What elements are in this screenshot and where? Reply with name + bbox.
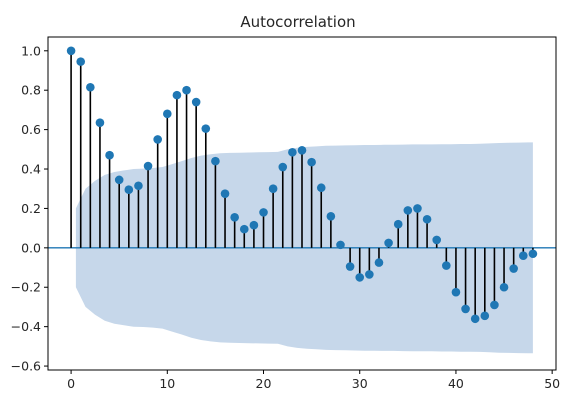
y-tick-label--0.6: −0.6	[11, 359, 41, 374]
acf-marker-lag-25	[307, 157, 316, 167]
y-tick-label--0.4: −0.4	[11, 319, 41, 334]
acf-marker-lag-19	[249, 220, 259, 230]
acf-marker-lag-35	[403, 206, 413, 215]
acf-marker-lag-4	[105, 150, 114, 160]
acf-marker-lag-30	[355, 273, 365, 282]
acf-marker-lag-17	[230, 212, 239, 222]
acf-marker-lag-11	[172, 90, 182, 100]
y-tick-label-0.4: 0.4	[21, 162, 41, 177]
acf-marker-lag-29	[345, 262, 355, 271]
acf-marker-lag-44	[490, 300, 499, 310]
acf-marker-lag-46	[509, 264, 518, 273]
acf-marker-lag-28	[336, 240, 345, 250]
x-tick-label-10: 10	[159, 376, 175, 391]
markers-layer	[66, 46, 538, 324]
acf-marker-lag-3	[95, 118, 105, 128]
acf-marker-lag-20	[259, 208, 268, 217]
stems-layer	[70, 50, 534, 319]
acf-marker-lag-14	[201, 124, 211, 133]
acf-marker-lag-18	[239, 224, 249, 234]
acf-marker-lag-31	[365, 270, 374, 279]
acf-marker-lag-2	[86, 82, 95, 92]
x-tick-label-30: 30	[352, 376, 368, 391]
acf-marker-lag-47	[518, 251, 528, 261]
acf-marker-lag-33	[384, 238, 393, 248]
acf-marker-lag-7	[134, 181, 143, 191]
acf-marker-lag-23	[288, 147, 297, 157]
acf-marker-lag-32	[374, 258, 384, 267]
acf-marker-lag-38	[432, 235, 441, 245]
acf-marker-lag-27	[326, 212, 336, 221]
y-tick-label-0.2: 0.2	[21, 201, 41, 216]
y-tick-label-0: 0.0	[21, 240, 41, 255]
x-tick-label-20: 20	[256, 376, 272, 391]
acf-marker-lag-9	[153, 135, 162, 144]
acf-marker-lag-45	[499, 282, 509, 292]
acf-marker-lag-10	[163, 109, 172, 119]
acf-marker-lag-6	[124, 185, 134, 195]
acf-marker-lag-24	[297, 145, 307, 155]
acf-marker-lag-34	[393, 219, 403, 229]
acf-marker-lag-8	[143, 161, 153, 171]
y-tick-label--0.2: −0.2	[11, 280, 41, 295]
acf-marker-lag-36	[413, 204, 422, 213]
acf-marker-lag-21	[268, 184, 278, 194]
acf-marker-lag-13	[191, 97, 201, 107]
y-tick-label-1: 1.0	[21, 43, 41, 58]
acf-marker-lag-40	[451, 287, 461, 297]
y-tick-label-0.8: 0.8	[21, 83, 41, 98]
acf-marker-lag-39	[442, 261, 451, 270]
x-tick-label-40: 40	[448, 376, 464, 391]
acf-marker-lag-43	[480, 311, 490, 321]
acf-marker-lag-5	[114, 175, 124, 185]
acf-marker-lag-26	[316, 183, 326, 193]
acf-marker-lag-42	[470, 314, 480, 324]
acf-marker-lag-37	[422, 214, 432, 224]
x-tick-label-0: 0	[67, 376, 75, 391]
chart-title: Autocorrelation	[240, 13, 355, 31]
acf-marker-lag-15	[211, 156, 220, 166]
acf-marker-lag-48	[528, 249, 538, 259]
plot-frame	[47, 36, 557, 371]
acf-marker-lag-41	[461, 304, 470, 314]
acf-marker-lag-1	[76, 57, 86, 66]
acf-marker-lag-22	[278, 162, 288, 172]
y-tick-label-0.6: 0.6	[21, 122, 41, 137]
axes-layer: 0 10 20 30 40 50 −0.6 −0.4 −0.2 0.0 0.2 0.4 0.6 0.8 1.…	[11, 36, 560, 391]
x-tick-label-50: 50	[544, 376, 560, 391]
acf-marker-lag-0	[66, 46, 76, 56]
acf-marker-lag-16	[220, 189, 230, 198]
acf-marker-lag-12	[182, 85, 191, 95]
